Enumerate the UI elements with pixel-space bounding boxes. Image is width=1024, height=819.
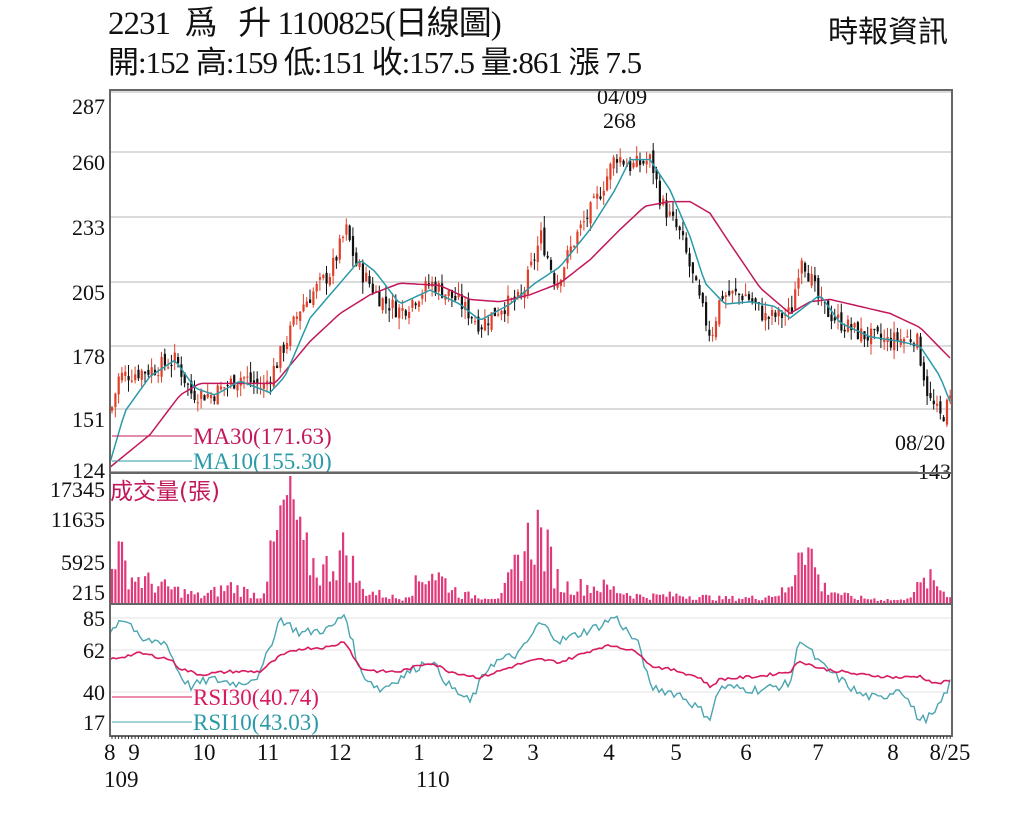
rsi10-legend: RSI10(43.03) <box>193 710 319 735</box>
month-label: 8 <box>887 740 899 765</box>
month-label: 6 <box>740 740 752 765</box>
price-tick: 287 <box>72 94 105 119</box>
month-label: 8 <box>104 740 116 765</box>
month-label: 3 <box>527 740 539 765</box>
volume-bars <box>111 476 952 603</box>
rsi30-legend: RSI30(40.74) <box>193 685 319 710</box>
ma30-legend: MA30(171.63) <box>193 424 332 449</box>
month-label: 9 <box>128 740 140 765</box>
volume-title: 成交量(張) <box>110 479 220 505</box>
high-date-annotation: 04/09 <box>597 84 647 109</box>
rsi-tick: 85 <box>83 606 105 631</box>
volume-axis: 17345 11635 5925 215 <box>50 477 105 605</box>
price-tick: 205 <box>72 280 105 305</box>
price-tick: 151 <box>72 407 105 432</box>
rsi10-line <box>109 613 951 725</box>
month-label: 11 <box>257 740 279 765</box>
date-ticks <box>111 736 951 739</box>
year-label: 110 <box>416 767 450 792</box>
chart-title: 2231 爲 升 1100825(日線圖) <box>108 6 502 42</box>
month-label: 12 <box>329 740 352 765</box>
price-tick: 260 <box>72 150 105 175</box>
ohlc-summary: 開:152 高:159 低:151 收:157.5 量:861 漲 7.5 <box>108 45 642 80</box>
rsi-tick: 17 <box>83 710 105 735</box>
low-value-annotation: 143 <box>918 459 951 484</box>
month-label: 10 <box>193 740 216 765</box>
volume-tick: 215 <box>72 580 105 605</box>
rsi-tick: 62 <box>83 638 105 663</box>
price-grid <box>110 91 952 410</box>
low-date-annotation: 08/20 <box>895 430 945 455</box>
high-value-annotation: 268 <box>603 108 636 133</box>
panel-frames <box>109 89 953 737</box>
price-tick: 233 <box>72 215 105 240</box>
month-label: 2 <box>482 740 494 765</box>
source-label: 時報資訊 <box>828 15 948 50</box>
year-label: 109 <box>104 767 139 792</box>
month-label: 1 <box>413 740 425 765</box>
ma10-legend: MA10(155.30) <box>193 449 332 474</box>
rsi-grid <box>110 617 952 693</box>
rsi30-line <box>109 641 951 689</box>
price-axis: 287 260 233 205 178 151 124 <box>72 94 105 483</box>
price-tick: 124 <box>72 458 105 483</box>
month-label: 4 <box>603 740 615 765</box>
candlesticks <box>111 143 952 428</box>
volume-tick: 11635 <box>51 507 105 532</box>
rsi-axis: 85 62 40 17 <box>83 606 105 735</box>
month-label: 8/25 <box>930 740 971 765</box>
month-label: 7 <box>812 740 824 765</box>
ma10-line <box>109 158 951 463</box>
volume-tick: 17345 <box>50 477 105 502</box>
rsi-tick: 40 <box>83 680 105 705</box>
volume-tick: 5925 <box>61 550 105 575</box>
price-tick: 178 <box>72 344 105 369</box>
month-label: 5 <box>670 740 682 765</box>
